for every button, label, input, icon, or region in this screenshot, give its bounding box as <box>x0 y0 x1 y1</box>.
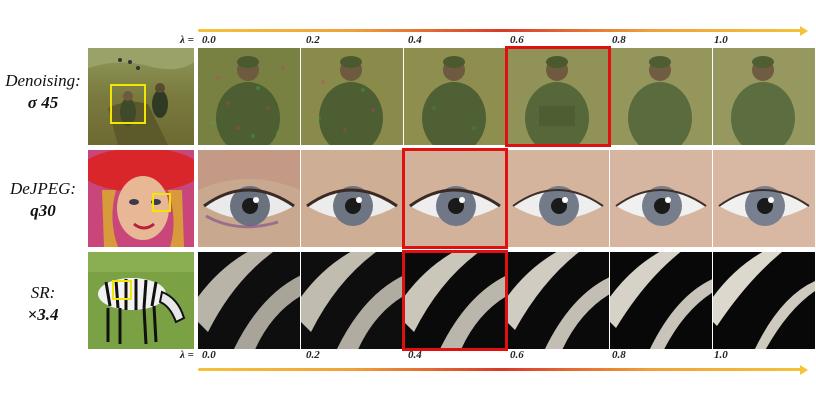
result-tile <box>301 150 403 247</box>
result-tile <box>198 48 300 145</box>
thumbnail-woman-hat <box>88 150 194 247</box>
lambda-label: 0.0 <box>202 34 216 46</box>
row-label-denoising: Denoising: σ 45 <box>0 70 86 114</box>
result-tile <box>301 252 403 349</box>
arrow-head-icon <box>800 364 808 375</box>
lambda-axis-top: λ = 0.0 0.2 0.4 0.6 0.8 1.0 <box>180 25 808 46</box>
result-tile <box>507 150 609 247</box>
lambda-label: 0.8 <box>612 349 626 361</box>
task-param: ×3.4 <box>27 305 59 324</box>
lambda-gradient-arrow <box>198 29 804 32</box>
lambda-axis-bottom: λ = 0.0 0.2 0.4 0.6 0.8 1.0 <box>180 349 808 375</box>
lambda-label: 0.2 <box>306 349 320 361</box>
woman-hat-image <box>88 150 194 247</box>
result-tile <box>198 150 300 247</box>
lambda-label: 0.4 <box>408 349 422 361</box>
result-tile <box>610 48 712 145</box>
task-name: Denoising: <box>5 71 81 90</box>
result-tile <box>404 48 506 145</box>
arrow-head-icon <box>800 25 808 36</box>
crop-box <box>110 84 146 124</box>
lambda-label: 0.8 <box>612 34 626 46</box>
lambda-label: 0.6 <box>510 34 524 46</box>
lambda-label: 0.4 <box>408 34 422 46</box>
result-tile <box>198 252 300 349</box>
result-tile <box>610 150 712 247</box>
lambda-prefix: λ = <box>180 34 194 46</box>
lambda-label: 0.0 <box>202 349 216 361</box>
lambda-label: 0.2 <box>306 34 320 46</box>
row-label-dejpeg: DeJPEG: q30 <box>0 178 86 222</box>
result-tile <box>713 150 815 247</box>
task-name: SR: <box>30 283 56 302</box>
result-tile <box>610 252 712 349</box>
lambda-prefix: λ = <box>180 349 194 361</box>
thumbnail-soldiers <box>88 48 194 145</box>
result-tile <box>404 150 506 247</box>
result-tile <box>713 252 815 349</box>
thumbnail-zebra <box>88 252 194 349</box>
crop-box <box>152 193 171 212</box>
crop-box <box>112 280 132 300</box>
lambda-label: 0.6 <box>510 349 524 361</box>
task-param: σ 45 <box>27 93 59 112</box>
zebra-image <box>88 252 194 349</box>
lambda-label: 1.0 <box>714 349 728 361</box>
result-tile <box>507 48 609 145</box>
result-tile <box>404 252 506 349</box>
result-tile <box>301 48 403 145</box>
row-label-sr: SR: ×3.4 <box>0 282 86 326</box>
task-name: DeJPEG: <box>9 179 77 198</box>
lambda-label: 1.0 <box>714 34 728 46</box>
result-tile <box>507 252 609 349</box>
task-param: q30 <box>30 201 56 220</box>
result-tile <box>713 48 815 145</box>
lambda-gradient-arrow <box>198 368 804 371</box>
